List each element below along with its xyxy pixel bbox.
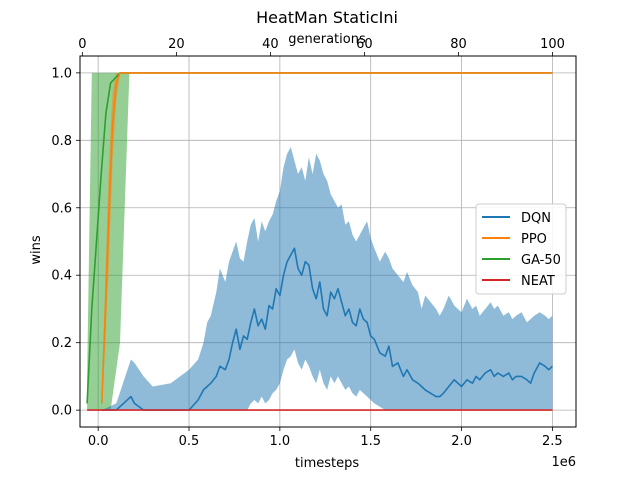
plot-area <box>79 55 577 428</box>
x-tick-label: 0.5 <box>179 434 200 449</box>
y-tick-label: 1.0 <box>51 66 72 81</box>
legend-box <box>475 203 567 295</box>
top-tick-label: 60 <box>356 37 373 52</box>
x-tick-label: 2.5 <box>542 434 563 449</box>
top-tick-label: 80 <box>450 37 467 52</box>
y-tick-label: 0.0 <box>51 404 72 419</box>
y-axis-title: wins <box>29 235 44 264</box>
legend-label-neat: NEAT <box>521 274 555 289</box>
top-axis-title: generations <box>288 32 366 47</box>
y-tick-label: 0.4 <box>51 269 72 284</box>
legend-label-ga-50: GA-50 <box>521 253 561 268</box>
top-tick-label: 40 <box>262 37 279 52</box>
x-tick-label: 1.5 <box>360 434 381 449</box>
y-tick-label: 0.8 <box>51 134 72 149</box>
legend: DQN PPO GA-50 NEAT <box>475 203 567 295</box>
y-tick-label: 0.6 <box>51 201 72 216</box>
x-tick-label: 0.0 <box>88 434 109 449</box>
y-tick-label: 0.2 <box>51 336 72 351</box>
axis-ticks: 0.0 0.5 1.0 1.5 2.0 2.5 0.0 0.2 0.4 0.6 0.8 1.0 0 20 4… <box>51 37 565 449</box>
chart-title: HeatMan StaticIni <box>256 8 398 27</box>
x-tick-label: 1.0 <box>270 434 291 449</box>
confidence-bands <box>87 72 553 411</box>
x-axis-offset: 1e6 <box>551 455 576 470</box>
legend-label-ppo: PPO <box>521 232 547 247</box>
x-axis-title: timesteps <box>295 456 359 471</box>
top-tick-label: 20 <box>168 37 185 52</box>
dqn-band <box>101 147 553 411</box>
top-tick-label: 100 <box>540 37 565 52</box>
ppo-line <box>101 72 553 404</box>
dqn-line <box>101 247 553 411</box>
legend-label-dqn: DQN <box>521 211 551 226</box>
top-tick-label: 0 <box>78 37 86 52</box>
series-lines <box>86 72 553 411</box>
x-tick-label: 2.0 <box>451 434 472 449</box>
